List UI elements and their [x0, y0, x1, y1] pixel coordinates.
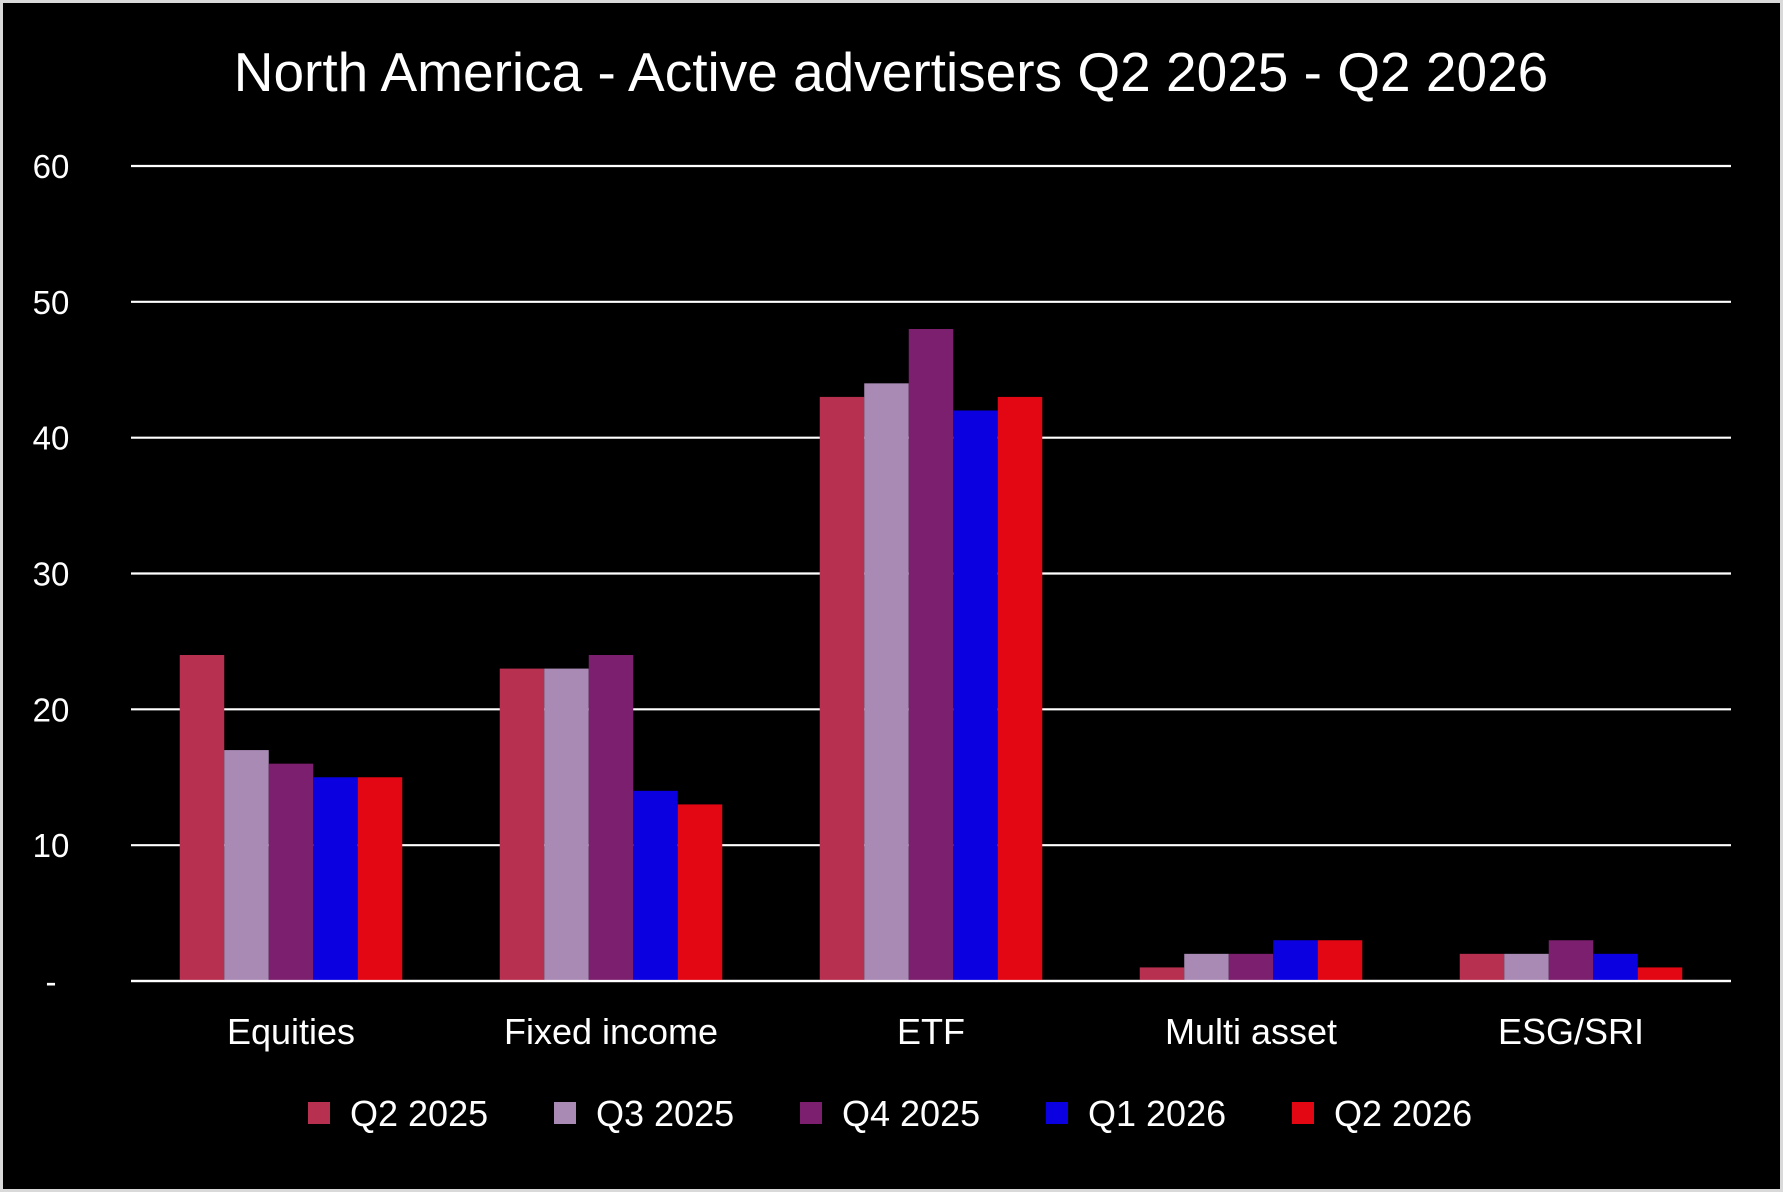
y-tick-label: 50 [33, 284, 70, 321]
legend-item: Q3 2025 [554, 1093, 734, 1134]
y-tick-label: 20 [33, 691, 70, 728]
bar-fixed-income-q1-2026 [633, 790, 678, 981]
y-tick-label: - [46, 963, 57, 1000]
legend-item: Q1 2026 [1046, 1093, 1226, 1134]
bar-etf-q2-2025 [819, 396, 865, 982]
bar-multi-asset-q4-2025 [1228, 953, 1274, 981]
legend-label: Q2 2025 [350, 1093, 488, 1134]
bar-equities-q1-2026 [313, 777, 358, 981]
y-tick-label: 30 [33, 556, 70, 593]
legend-label: Q1 2026 [1088, 1093, 1226, 1134]
x-category-label: Fixed income [504, 1011, 718, 1052]
bar-equities-q2-2025 [179, 655, 225, 981]
bar-chart: North America - Active advertisers Q2 20… [33, 41, 1731, 1134]
x-axis-categories: Equities Fixed income ETF Multi asset ESG/SR… [227, 1011, 1644, 1052]
bar-equities-q3-2025 [224, 750, 269, 981]
legend: Q2 2025 Q3 2025 Q4 2025 Q1 2026 Q2 2026 [308, 1093, 1472, 1134]
bar-esg-sri-q1-2026 [1593, 953, 1638, 981]
y-tick-label: 10 [33, 827, 70, 864]
bars [131, 329, 1731, 983]
bar-multi-asset-q2-2026 [1317, 940, 1363, 981]
x-category-label: Multi asset [1165, 1011, 1337, 1052]
legend-item: Q2 2026 [1292, 1093, 1472, 1134]
bar-etf-q4-2025 [908, 329, 954, 981]
legend-label: Q3 2025 [596, 1093, 734, 1134]
x-category-label: ETF [897, 1011, 965, 1052]
bar-esg-sri-q2-2025 [1459, 953, 1505, 981]
y-axis-ticks: - 10 20 30 40 50 60 [33, 148, 70, 1000]
legend-label: Q2 2026 [1334, 1093, 1472, 1134]
legend-swatch [308, 1102, 330, 1124]
legend-swatch [554, 1102, 576, 1124]
bar-multi-asset-q1-2026 [1273, 940, 1318, 981]
x-category-label: ESG/SRI [1498, 1011, 1644, 1052]
bar-multi-asset-q2-2025 [1139, 967, 1185, 981]
bar-esg-sri-q2-2026 [1637, 967, 1683, 981]
legend-swatch [800, 1102, 822, 1124]
bar-etf-q3-2025 [864, 383, 909, 981]
legend-swatch [1046, 1102, 1068, 1124]
y-tick-label: 60 [33, 148, 70, 185]
legend-swatch [1292, 1102, 1314, 1124]
bar-esg-sri-q3-2025 [1504, 953, 1549, 981]
legend-item: Q2 2025 [308, 1093, 488, 1134]
bar-etf-q2-2026 [997, 396, 1043, 982]
bar-etf-q1-2026 [953, 410, 998, 981]
bar-multi-asset-q3-2025 [1184, 953, 1229, 981]
bar-fixed-income-q2-2025 [499, 668, 545, 981]
bar-fixed-income-q4-2025 [588, 655, 634, 981]
bar-fixed-income-q2-2026 [677, 804, 723, 981]
bar-equities-q4-2025 [268, 763, 314, 981]
bar-fixed-income-q3-2025 [544, 668, 589, 981]
legend-label: Q4 2025 [842, 1093, 980, 1134]
y-tick-label: 40 [33, 420, 70, 457]
x-category-label: Equities [227, 1011, 355, 1052]
legend-item: Q4 2025 [800, 1093, 980, 1134]
bar-equities-q2-2026 [357, 777, 403, 981]
bar-esg-sri-q4-2025 [1548, 940, 1594, 981]
chart-title: North America - Active advertisers Q2 20… [234, 41, 1549, 103]
